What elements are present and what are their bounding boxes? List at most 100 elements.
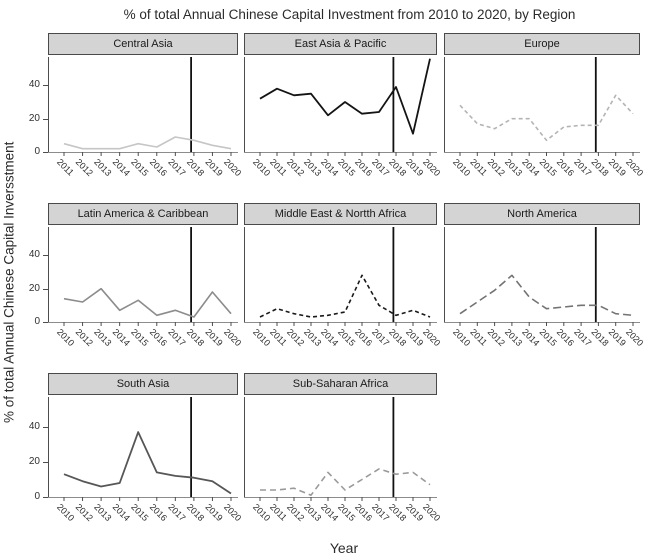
x-tick-label: 2010 [55, 327, 76, 348]
x-tick-label: 2011 [55, 157, 76, 178]
x-tick-label: 2019 [404, 327, 425, 348]
x-tick-label: 2014 [319, 157, 340, 178]
x-tick-label: 2015 [538, 327, 559, 348]
y-tick-label: 40 [28, 249, 40, 261]
y-tick-label: 0 [34, 146, 40, 157]
x-tick-label: 2012 [486, 327, 507, 348]
x-tick-label: 2020 [222, 157, 243, 178]
x-tick-label: 2012 [486, 157, 507, 178]
x-tick-label: 2011 [468, 157, 489, 178]
x-tick-label: 2014 [520, 157, 541, 178]
x-tick-label: 2018 [387, 327, 408, 348]
x-tick-label: 2010 [251, 157, 272, 178]
x-tick-label: 2019 [404, 502, 425, 523]
y-tick [43, 288, 48, 290]
x-tick-label: 2020 [421, 327, 442, 348]
facet-plot-sub-saharan-africa: 2010201120122013201420152016201720182019… [244, 397, 442, 523]
x-tick-label: 2014 [520, 327, 541, 348]
facet-title: Europe [524, 38, 560, 50]
x-tick-label: 2010 [251, 502, 272, 523]
x-tick-label: 2018 [589, 327, 610, 348]
x-tick-label: 2013 [503, 327, 524, 348]
x-tick-label: 2013 [92, 327, 113, 348]
x-tick-label: 2020 [624, 157, 645, 178]
x-tick-label: 2019 [607, 327, 628, 348]
x-tick-label: 2011 [268, 502, 289, 523]
x-tick-label: 2012 [285, 157, 306, 178]
x-tick-label: 2016 [555, 327, 576, 348]
facet-strip-sub-saharan-africa: Sub-Saharan Africa [244, 373, 437, 395]
x-tick-label: 2015 [336, 157, 357, 178]
facet-title: South Asia [116, 378, 170, 390]
x-tick-label: 2017 [166, 157, 187, 178]
y-tick-label: 20 [28, 282, 40, 294]
series-line-latin-america-caribbean [63, 287, 232, 318]
y-tick [43, 497, 48, 498]
x-tick-label: 2013 [302, 327, 323, 348]
series-line-europe [459, 94, 634, 142]
x-tick-label: 2020 [222, 502, 243, 523]
y-tick-label: 20 [28, 455, 40, 467]
x-tick-label: 2018 [387, 502, 408, 523]
x-tick-label: 2016 [148, 502, 169, 523]
x-tick-label: 2017 [370, 327, 391, 348]
y-tick-label: 40 [28, 79, 40, 91]
y-axis-title: % of total Annual Chinese Capital Invers… [1, 141, 17, 423]
x-tick-label: 2010 [55, 502, 76, 523]
y-tick [43, 152, 48, 153]
x-tick-label: 2015 [538, 157, 559, 178]
x-tick-label: 2013 [92, 502, 113, 523]
facet-strip-europe: Europe [444, 33, 640, 55]
x-tick-label: 2018 [387, 157, 408, 178]
x-tick-label: 2019 [404, 157, 425, 178]
x-tick-label: 2019 [203, 157, 224, 178]
chart-title: % of total Annual Chinese Capital Invest… [123, 7, 576, 22]
x-tick-label: 2014 [319, 502, 340, 523]
x-tick-label: 2013 [302, 502, 323, 523]
x-tick-label: 2012 [74, 327, 95, 348]
x-tick-label: 2011 [268, 327, 289, 348]
series-line-central-asia [63, 136, 232, 150]
x-tick-label: 2012 [74, 157, 95, 178]
facet-title: Middle East & Nortth Africa [274, 208, 407, 220]
y-tick [43, 461, 48, 463]
x-tick-label: 2019 [203, 502, 224, 523]
y-tick [43, 255, 48, 257]
facet-title: East Asia & Pacific [294, 38, 387, 50]
x-tick-label: 2011 [468, 327, 489, 348]
x-tick-label: 2020 [421, 157, 442, 178]
facet-title: Sub-Saharan Africa [292, 378, 389, 390]
x-tick-label: 2012 [285, 502, 306, 523]
facet-title: North America [507, 208, 577, 220]
x-tick-label: 2019 [203, 327, 224, 348]
facet-strip-south-asia: South Asia [48, 373, 238, 395]
x-axis-title: Year [329, 540, 359, 556]
x-tick-label: 2013 [302, 157, 323, 178]
x-tick-label: 2010 [451, 327, 472, 348]
x-tick-label: 2016 [353, 502, 374, 523]
facet-plot-north-america: 2010201120122013201420152016201720182019… [444, 227, 645, 348]
x-tick-label: 2018 [185, 157, 206, 178]
x-tick-label: 2019 [607, 157, 628, 178]
y-tick [43, 118, 48, 120]
y-tick [43, 85, 48, 87]
y-tick-label: 20 [28, 112, 40, 124]
x-tick-label: 2010 [251, 327, 272, 348]
facet-plot-europe: 2010201120122013201420152016201720182019… [444, 57, 645, 178]
x-tick-label: 2015 [129, 327, 150, 348]
facet-strip-east-asia-pacific: East Asia & Pacific [244, 33, 437, 55]
series-line-sub-saharan-africa [260, 468, 431, 496]
x-tick-label: 2017 [370, 502, 391, 523]
x-tick-label: 2017 [370, 157, 391, 178]
y-tick-label: 40 [28, 420, 40, 432]
series-line-south-asia [63, 431, 232, 495]
x-tick-label: 2018 [589, 157, 610, 178]
x-tick-label: 2014 [111, 327, 132, 348]
x-tick-label: 2017 [166, 327, 187, 348]
x-tick-label: 2016 [148, 157, 169, 178]
x-tick-label: 2018 [185, 327, 206, 348]
facet-strip-middle-east-nortth-africa: Middle East & Nortth Africa [244, 203, 437, 225]
